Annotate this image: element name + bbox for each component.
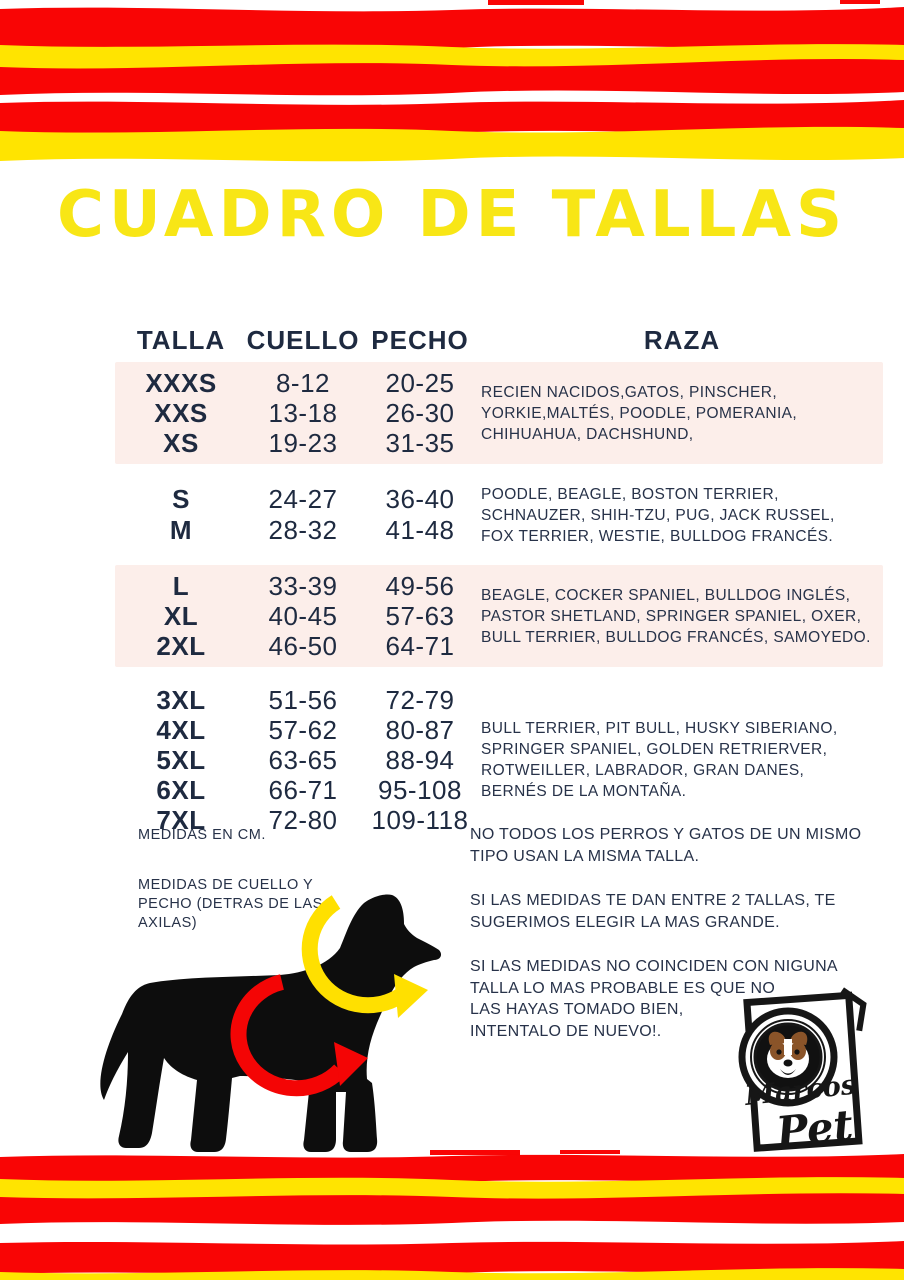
- dog-silhouette: [100, 894, 442, 1152]
- cuello-cell: 8-12: [275, 367, 331, 398]
- logo-dog-badge: [738, 1007, 838, 1107]
- chest-measure-arrow: [230, 974, 346, 1097]
- chest-arrowhead: [334, 1042, 368, 1086]
- talla-cell: XXXS: [145, 367, 217, 398]
- pecho-cell: 72-79: [385, 684, 455, 715]
- size-group: L 33-39 49-56 XL 40-45 57-63 2XL 46-50 64-71 BEAG…: [115, 565, 883, 667]
- dog-measurement-illustration: [100, 894, 442, 1152]
- cuello-cell: 24-27: [268, 483, 338, 514]
- talla-cell: 3XL: [156, 684, 206, 715]
- tip-no-match: SI LAS MEDIDAS NO COINCIDEN CON NIGUNA T…: [470, 958, 838, 1040]
- cuello-cell: 57-62: [268, 714, 338, 745]
- pecho-cell: 31-35: [385, 427, 455, 458]
- top-stripes-decoration: [0, 0, 904, 162]
- note-units: MEDIDAS EN CM.: [138, 827, 266, 843]
- logo-frame-corner: [840, 987, 867, 1032]
- size-group: 3XL 51-56 72-79 4XL 57-62 80-87 5XL 63-65 88-94 6…: [115, 679, 883, 841]
- talla-cell: 2XL: [156, 630, 206, 661]
- header-pecho: PECHO: [371, 324, 469, 355]
- size-table-header: TALLA CUELLO PECHO RAZA: [115, 318, 883, 362]
- tips-block: NO TODOS LOS PERROS Y GATOS DE UN MISMO …: [470, 824, 896, 1065]
- pecho-cell: 26-30: [385, 397, 455, 428]
- tip-same-size: NO TODOS LOS PERROS Y GATOS DE UN MISMO …: [470, 826, 862, 865]
- pecho-cell: 36-40: [385, 483, 455, 514]
- pecho-cell: 64-71: [385, 630, 455, 661]
- note-how-to-measure: MEDIDAS DE CUELLO Y PECHO (DETRAS DE LAS…: [138, 877, 323, 931]
- header-cuello: CUELLO: [246, 324, 360, 355]
- cuello-cell: 28-32: [268, 515, 338, 545]
- talla-cell: M: [169, 515, 193, 545]
- size-group: XXXS 8-12 20-25 XXS 13-18 26-30 XS 19-23 31-35 RE…: [115, 362, 883, 464]
- talla-cell: S: [172, 483, 190, 514]
- header-raza: RAZA: [643, 324, 721, 355]
- size-table: TALLA CUELLO PECHO RAZA XXXS 8-12 20-25 XXS…: [115, 318, 883, 841]
- cuello-cell: 66-71: [268, 774, 338, 805]
- talla-cell: 6XL: [156, 774, 206, 805]
- bottom-stripes-decoration: [0, 1150, 904, 1280]
- header-talla: TALLA: [136, 324, 226, 355]
- talla-cell: XS: [163, 427, 199, 458]
- cuello-cell: 72-80: [268, 804, 338, 835]
- brand-logo: Marcos Pet: [738, 987, 867, 1157]
- pecho-cell: 80-87: [385, 714, 455, 745]
- talla-cell: 7XL: [156, 804, 206, 835]
- tip-between-sizes: SI LAS MEDIDAS TE DAN ENTRE 2 TALLAS, TE…: [470, 892, 836, 931]
- size-group: S 24-27 36-40 M 28-32 41-48 POODLE, BEAGLE, BO…: [115, 478, 883, 553]
- pecho-cell: 41-48: [385, 515, 455, 545]
- talla-cell: XXS: [154, 397, 208, 428]
- talla-cell: 5XL: [156, 744, 206, 775]
- cuello-cell: 40-45: [268, 600, 338, 631]
- cuello-cell: 63-65: [268, 744, 338, 775]
- cuello-cell: 33-39: [268, 570, 338, 601]
- raza-cell: BEAGLE, COCKER SPANIEL, BULLDOG INGLÉS, …: [481, 586, 871, 646]
- logo-dog-face: [767, 1031, 809, 1078]
- size-table-groups: XXXS 8-12 20-25 XXS 13-18 26-30 XS 19-23 31-35 RE…: [115, 362, 883, 841]
- cuello-cell: 19-23: [268, 427, 338, 458]
- page-title: CUADRO DE TALLAS: [56, 178, 848, 252]
- raza-cell: RECIEN NACIDOS,GATOS, PINSCHER, YORKIE,M…: [481, 383, 798, 443]
- neck-measure-arrow: [301, 895, 405, 1014]
- talla-cell: L: [172, 570, 190, 601]
- cuello-cell: 13-18: [268, 397, 338, 428]
- pecho-cell: 20-25: [385, 367, 455, 398]
- pecho-cell: 49-56: [385, 570, 455, 601]
- raza-cell: BULL TERRIER, PIT BULL, HUSKY SIBERIANO,…: [481, 720, 838, 800]
- pecho-cell: 109-118: [371, 804, 469, 835]
- pecho-cell: 95-108: [378, 774, 462, 805]
- cuello-cell: 51-56: [268, 684, 338, 715]
- talla-cell: 4XL: [156, 714, 206, 745]
- pecho-cell: 57-63: [385, 600, 455, 631]
- cuello-cell: 46-50: [268, 630, 338, 661]
- raza-cell: POODLE, BEAGLE, BOSTON TERRIER, SCHNAUZE…: [481, 486, 835, 545]
- pecho-cell: 88-94: [385, 744, 455, 775]
- logo-text-pet: Pet: [773, 1100, 855, 1157]
- talla-cell: XL: [163, 600, 199, 631]
- neck-arrowhead: [394, 974, 428, 1018]
